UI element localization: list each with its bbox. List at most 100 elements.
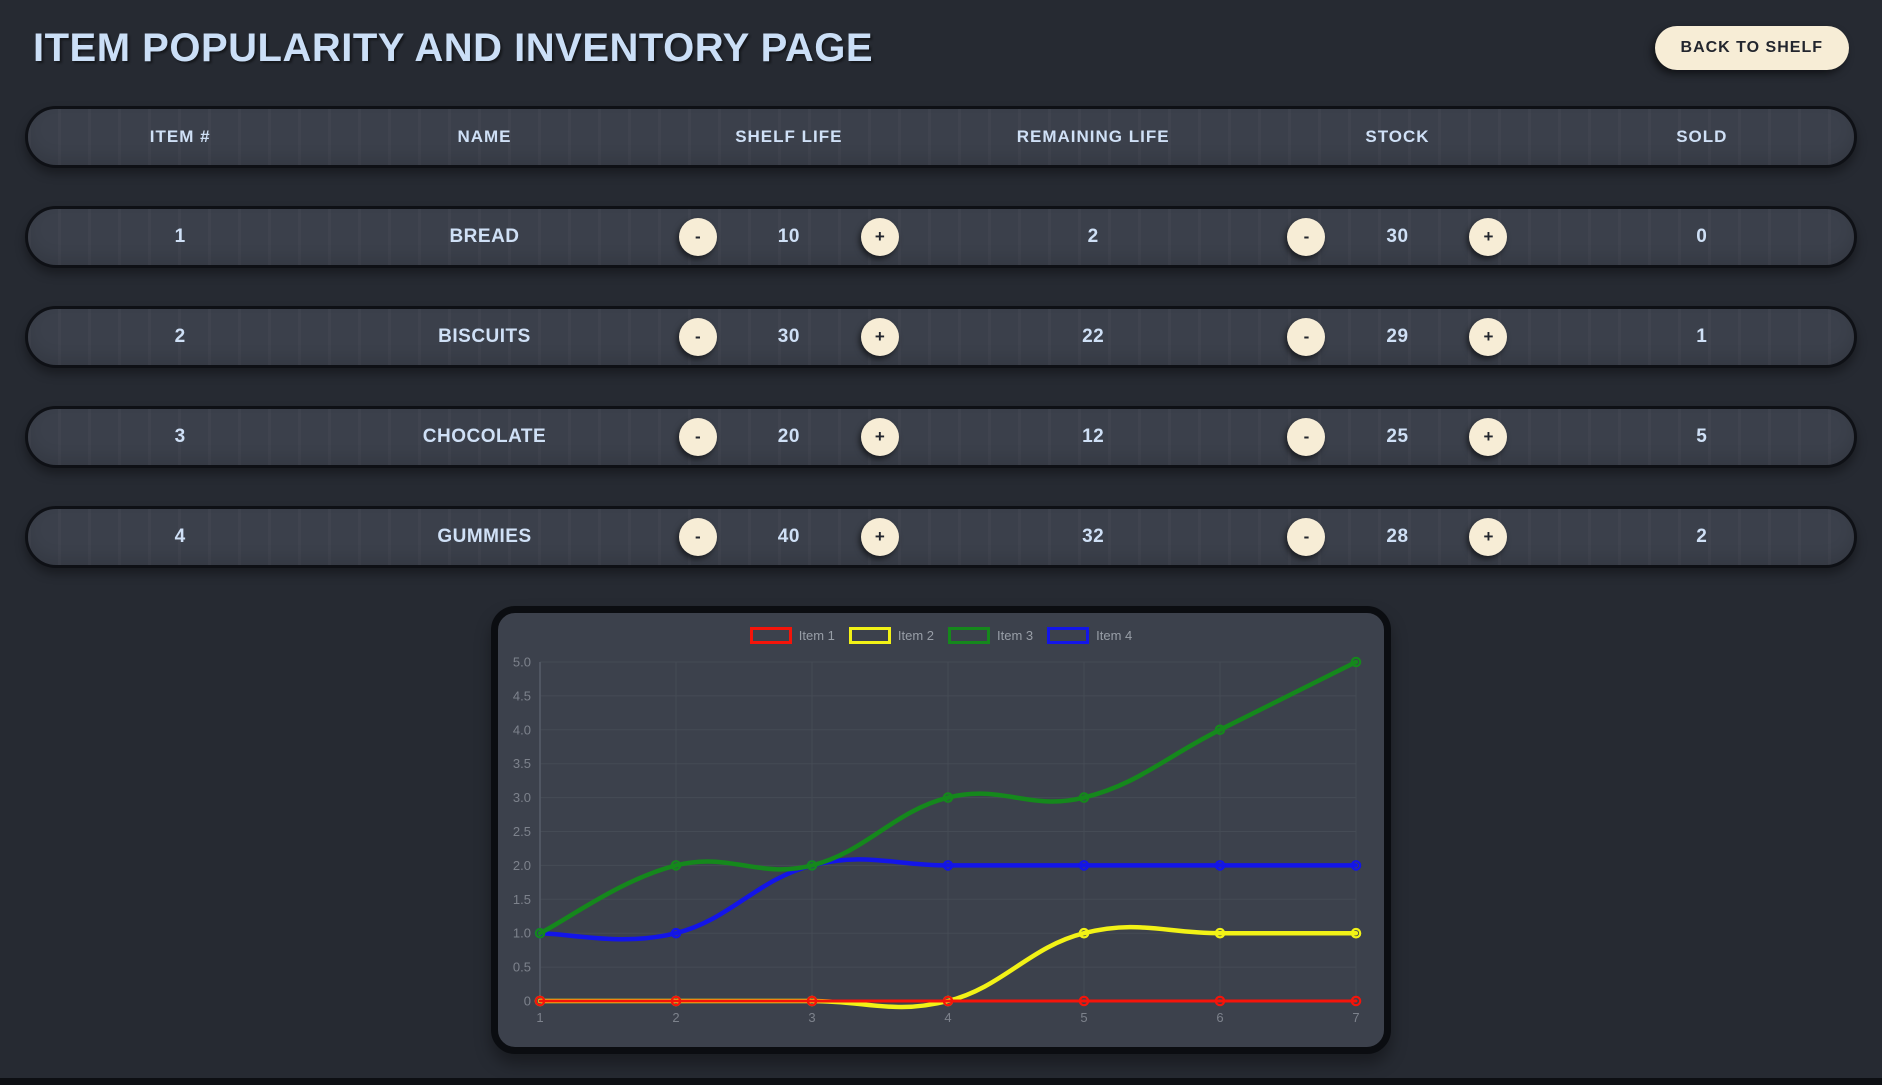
shelf-life-increment-button[interactable]: + (860, 418, 899, 456)
stock-increment-button[interactable]: + (1469, 318, 1508, 356)
stock-stepper: - 29 + (1245, 318, 1549, 356)
column-header-sold: SOLD (1676, 127, 1728, 146)
stock-decrement-button[interactable]: - (1287, 518, 1326, 556)
data-point (1078, 792, 1090, 803)
item-number-cell: 3 (174, 426, 186, 447)
legend-label: Item 3 (997, 627, 1034, 643)
page-title: ITEM POPULARITY AND INVENTORY PAGE (33, 25, 874, 70)
stock-value: 30 (1386, 226, 1409, 247)
data-point (806, 860, 818, 871)
shelf-life-decrement-button[interactable]: - (678, 518, 717, 556)
stock-stepper: - 25 + (1245, 418, 1549, 456)
data-point (534, 995, 546, 1007)
series-line-item-4 (537, 857, 1359, 942)
shelf-life-stepper: - 40 + (637, 518, 941, 556)
data-point (942, 792, 954, 803)
data-point (1350, 927, 1362, 939)
bottom-strip (0, 1078, 1882, 1085)
column-header-item-number: ITEM # (149, 127, 211, 146)
shelf-life-increment-button[interactable]: + (860, 518, 899, 556)
item-name-cell: CHOCOLATE (422, 426, 547, 447)
legend-item-2[interactable]: Item 2 (848, 626, 934, 644)
remaining-life-cell: 2 (1087, 226, 1099, 247)
remaining-life-cell: 12 (1082, 426, 1105, 447)
data-point (534, 927, 546, 939)
data-point (670, 860, 682, 871)
stock-increment-button[interactable]: + (1469, 418, 1508, 456)
sold-cell: 0 (1696, 226, 1708, 247)
y-axis-tick-label: 1.0 (513, 926, 531, 941)
y-axis-tick-label: 2.5 (513, 824, 531, 839)
data-point (1078, 995, 1090, 1007)
y-axis-tick-label: 4.0 (513, 722, 531, 737)
stock-stepper: - 28 + (1245, 518, 1549, 556)
data-point (1078, 927, 1090, 939)
data-point (1214, 724, 1226, 736)
column-header-shelf-life: SHELF LIFE (735, 127, 843, 146)
shelf-life-value: 10 (777, 226, 800, 247)
stock-decrement-button[interactable]: - (1287, 418, 1326, 456)
sold-cell: 5 (1696, 426, 1708, 447)
page: ITEM POPULARITY AND INVENTORY PAGE BACK … (25, 25, 1857, 1054)
stock-value: 25 (1386, 426, 1409, 447)
back-to-shelf-button[interactable]: BACK TO SHELF (1654, 26, 1849, 70)
remaining-life-cell: 22 (1082, 326, 1105, 347)
legend-swatch (848, 626, 891, 644)
shelf-life-increment-button[interactable]: + (860, 218, 899, 256)
legend-item-3[interactable]: Item 3 (948, 626, 1034, 644)
y-axis-tick-label: 4.5 (513, 688, 531, 703)
table-row: 4 GUMMIES - 40 +32 - 28 +2 (25, 506, 1857, 568)
shelf-life-stepper: - 20 + (637, 418, 941, 456)
table-body: 1 BREAD - 10 +2 - 30 +0 2 BISCUITS - 30 +22 - 29 +1 3 CHO… (25, 206, 1857, 568)
line-chart: 0 0.5 1.0 1.5 2.0 2.5 3.0 3.5 4.0 4.5 5.0 1 2 3 4 5 6 7 (513, 655, 1362, 1025)
data-point (806, 995, 818, 1007)
table-header-row: ITEM # NAME SHELF LIFE REMAINING LIFE STOCK S… (25, 106, 1857, 168)
item-name-cell: GUMMIES (437, 526, 532, 547)
legend-label: Item 2 (897, 627, 934, 643)
x-axis-tick-label: 2 (672, 1010, 679, 1025)
stock-decrement-button[interactable]: - (1287, 318, 1326, 356)
item-name-cell: BREAD (449, 226, 520, 247)
table-row: 3 CHOCOLATE - 20 + 12 - 25 +5 (25, 406, 1857, 468)
x-axis-tick-label: 6 (1216, 1010, 1223, 1025)
stock-stepper: - 30 + (1245, 218, 1549, 256)
data-point (670, 995, 682, 1007)
column-header-stock: STOCK (1365, 127, 1430, 146)
sold-cell: 2 (1696, 526, 1708, 547)
data-point (1350, 995, 1362, 1007)
stock-value: 28 (1386, 526, 1409, 547)
shelf-life-increment-button[interactable]: + (860, 318, 899, 356)
y-axis-tick-label: 5.0 (513, 655, 531, 670)
column-header-remaining-life: REMAINING LIFE (1016, 127, 1170, 146)
legend-label: Item 1 (798, 627, 835, 643)
shelf-life-value: 30 (777, 326, 800, 347)
x-axis-tick-label: 3 (808, 1010, 815, 1025)
x-axis-tick-label: 7 (1352, 1010, 1359, 1025)
remaining-life-cell: 32 (1082, 526, 1105, 547)
stock-value: 29 (1386, 326, 1409, 347)
legend-item-1[interactable]: Item 1 (749, 626, 835, 644)
item-name-cell: BISCUITS (438, 326, 531, 347)
stock-decrement-button[interactable]: - (1287, 218, 1326, 256)
shelf-life-stepper: - 10 + (637, 218, 941, 256)
table-row: 1 BREAD - 10 +2 - 30 +0 (25, 206, 1857, 268)
data-point (1350, 860, 1362, 871)
y-axis-tick-label: 3.5 (513, 756, 531, 771)
data-point (1078, 860, 1090, 871)
item-number-cell: 2 (174, 326, 186, 347)
y-axis-tick-label: 2.0 (513, 858, 531, 873)
shelf-life-decrement-button[interactable]: - (678, 418, 717, 456)
data-point (1214, 995, 1226, 1007)
shelf-life-decrement-button[interactable]: - (678, 318, 717, 356)
legend-label: Item 4 (1096, 627, 1133, 643)
shelf-life-decrement-button[interactable]: - (678, 218, 717, 256)
legend-swatch (948, 626, 990, 644)
data-point (1214, 927, 1226, 939)
chart-legend: Item 1 Item 2 Item 3 Item 4 (498, 623, 1384, 647)
series-line-item-3 (537, 659, 1359, 936)
x-axis-tick-label: 1 (536, 1010, 543, 1025)
legend-item-4[interactable]: Item 4 (1047, 626, 1133, 644)
stock-increment-button[interactable]: + (1469, 518, 1508, 556)
x-axis-tick-label: 4 (944, 1010, 951, 1025)
stock-increment-button[interactable]: + (1469, 218, 1508, 256)
